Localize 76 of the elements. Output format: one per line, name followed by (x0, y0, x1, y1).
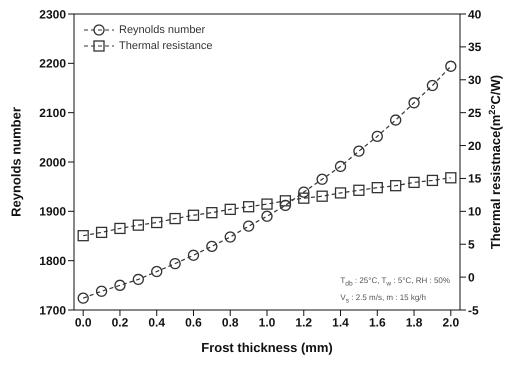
y2-tick-label: 0 (468, 270, 475, 284)
x-tick-label: 0.0 (74, 316, 92, 330)
point (132, 219, 144, 231)
point (408, 97, 420, 108)
x-tick-label: 1.8 (406, 316, 423, 330)
annotation: T$_{db}$ : 25°C, T$_{w}$ : 5°C, RH : 50% (340, 275, 450, 290)
point (280, 195, 292, 206)
point (96, 286, 108, 297)
point (132, 274, 144, 286)
y-tick-label: 2000 (39, 155, 66, 170)
point (169, 212, 181, 224)
point (372, 182, 383, 194)
point (151, 216, 162, 228)
point (445, 172, 456, 184)
y2-tick-label: 25 (468, 106, 482, 120)
y2-tick-label: 40 (468, 7, 482, 22)
point (372, 130, 383, 142)
point (242, 201, 254, 212)
point (224, 204, 236, 216)
y2-tick-label: 35 (468, 40, 482, 54)
x-axis-title: Frost thickness (mm) (201, 340, 333, 355)
point (280, 200, 292, 212)
point (408, 176, 420, 188)
x-tick-label: 2.0 (442, 316, 460, 330)
legend-label: Reynolds number (119, 24, 206, 36)
y2-tick-label: -5 (468, 303, 479, 318)
y-tick-label: 2100 (39, 106, 66, 120)
y2-tick-label: 20 (468, 138, 482, 153)
point (169, 258, 181, 270)
point (114, 280, 126, 291)
x-tick-label: 1.4 (332, 316, 350, 330)
y-tick-label: 2300 (39, 7, 66, 22)
point (390, 180, 402, 192)
point (78, 230, 89, 242)
point (206, 240, 218, 252)
point (353, 145, 365, 157)
point (353, 184, 365, 196)
point (188, 250, 200, 261)
point (334, 160, 346, 172)
point (224, 231, 236, 243)
y2-tick-label: 10 (468, 204, 482, 219)
x-tick-label: 1.0 (258, 316, 276, 330)
point (445, 60, 456, 72)
point (316, 174, 328, 185)
point (261, 210, 273, 222)
annotation: V$_{s}$ : 2.5 m/s, m : 15 kg/h (340, 292, 427, 306)
x-tick-label: 1.2 (295, 316, 312, 330)
point (298, 192, 310, 204)
y-tick-label: 1700 (39, 303, 66, 318)
point (390, 114, 402, 126)
point (316, 190, 328, 202)
y-axis-title: Reynolds number (8, 107, 24, 217)
x-tick-label: 0.2 (112, 316, 129, 330)
x-tick-label: 0.4 (148, 316, 166, 330)
point (261, 198, 273, 210)
y2-tick-label: 30 (468, 73, 482, 88)
point (114, 222, 126, 234)
point (334, 187, 346, 199)
x-tick-label: 0.8 (222, 316, 239, 330)
point (242, 220, 254, 232)
x-tick-label: 0.6 (185, 316, 202, 330)
y-tick-label: 2200 (39, 56, 66, 71)
point (151, 266, 162, 278)
point (188, 210, 200, 221)
point (426, 80, 438, 92)
y-tick-label: 1900 (39, 204, 66, 219)
legend-label: Thermal resistance (119, 40, 213, 52)
y-tick-label: 1800 (39, 254, 66, 268)
point (206, 207, 218, 218)
y2-tick-label: 5 (468, 237, 475, 252)
point (78, 292, 89, 304)
point (426, 174, 438, 186)
y2-tick-label: 15 (468, 172, 482, 186)
x-tick-label: 1.6 (368, 316, 386, 330)
point (96, 226, 108, 238)
point (298, 186, 310, 198)
